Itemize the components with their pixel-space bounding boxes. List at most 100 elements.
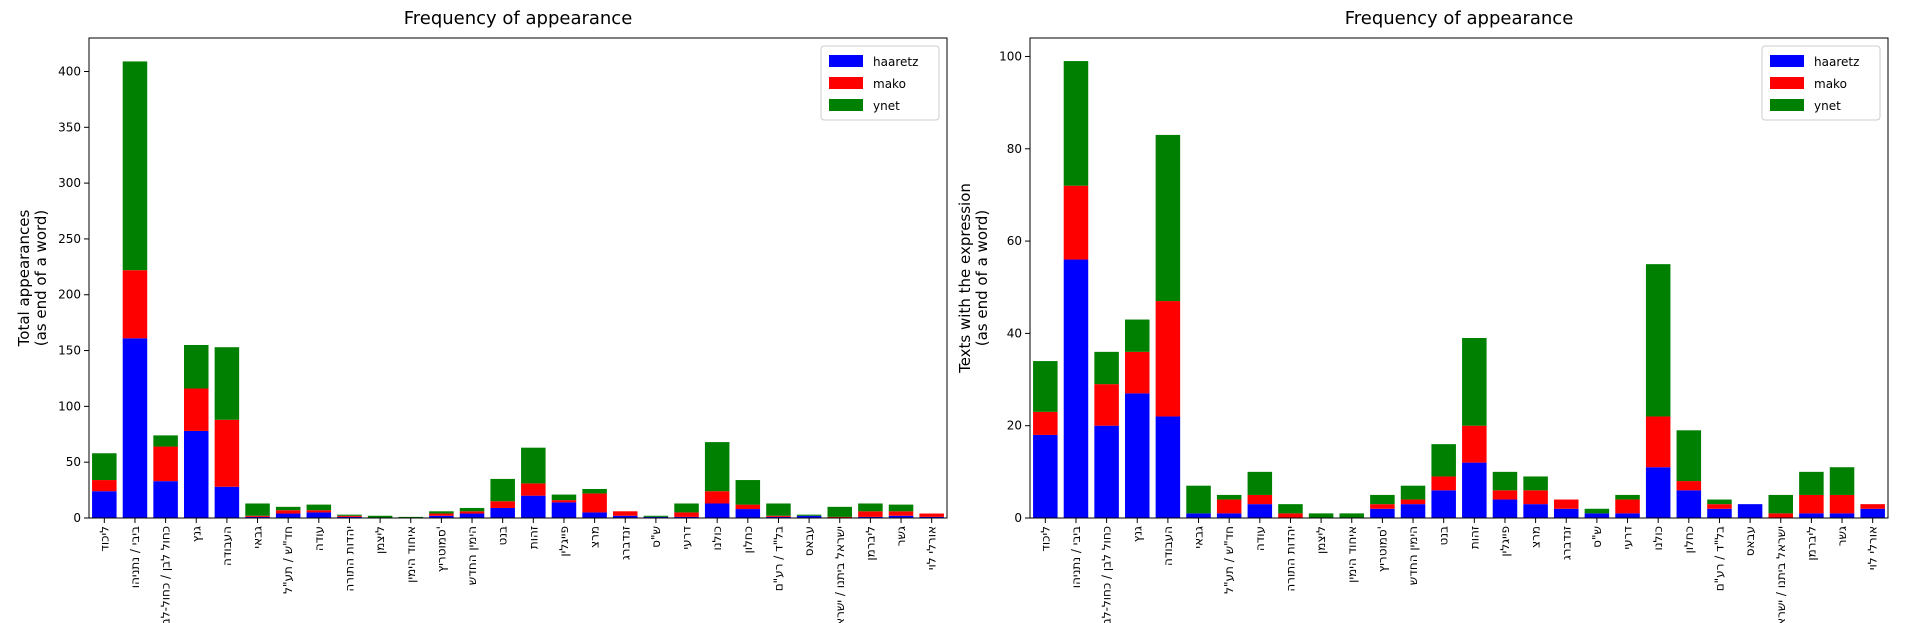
x-tick-label: בנט: [496, 526, 510, 546]
bar-segment: [1799, 513, 1824, 518]
bar-segment: [551, 494, 577, 501]
bar-segment: [1400, 485, 1426, 500]
bar-segment: [919, 513, 944, 517]
bar-segment: [490, 507, 515, 518]
bar-segment: [490, 478, 515, 502]
bar-segment: [1155, 416, 1181, 518]
legend-swatch: [829, 77, 863, 89]
bar-segment: [888, 511, 914, 516]
x-tick-label: סמוטריץ': [1375, 526, 1389, 572]
bar-segment: [827, 516, 853, 518]
bar-segment: [1247, 504, 1273, 518]
y-axis-label: Texts with the expression(as end of a wo…: [956, 183, 991, 374]
bar-segment: [1063, 61, 1089, 186]
bar-segment: [337, 516, 362, 518]
x-tick-label: בנט: [1437, 526, 1451, 546]
legend-label: haaretz: [873, 55, 918, 69]
bar-segment: [1676, 430, 1702, 482]
bar-segment: [735, 480, 761, 505]
legend: haaretz mako ynet: [820, 45, 940, 121]
bar-segment: [153, 481, 178, 518]
x-tick-label: חד"ש / תע"ל: [281, 526, 295, 594]
bar-segment: [1523, 504, 1548, 518]
x-tick-label: דרעי: [680, 526, 694, 550]
bar-segment: [1155, 301, 1181, 417]
bar-segment: [1707, 499, 1732, 505]
bar-segment: [459, 511, 485, 514]
y-axis-label: Total appearances(as end of a word): [15, 210, 50, 348]
bar-segment: [1308, 513, 1334, 518]
bar-segment: [1829, 494, 1855, 514]
bar-segment: [306, 504, 332, 511]
x-tick-label: גבאי: [251, 526, 265, 549]
bar-segment: [1676, 481, 1702, 491]
legend-swatch: [1770, 77, 1804, 89]
bar-segment: [1492, 490, 1518, 500]
bar-segment: [674, 503, 699, 513]
y-tick-label: 400: [58, 64, 81, 78]
bar-segment: [1431, 444, 1456, 477]
y-tick-label: 20: [1007, 419, 1022, 433]
plot: Frequency of appearance Total appearances…: [15, 8, 948, 623]
bar-segment: [1186, 485, 1211, 514]
bar-segment: [735, 504, 761, 510]
bar-segment: [306, 512, 332, 518]
x-tick-label: ישראל ביתנו / ישראל-ביתנו: [1774, 526, 1788, 623]
legend-label: haaretz: [1814, 55, 1859, 69]
y-tick-label: 100: [58, 399, 81, 413]
bar-segment: [1462, 338, 1487, 426]
bar-segment: [306, 510, 332, 513]
bar-segment: [858, 516, 883, 518]
bar-segment: [122, 61, 148, 271]
y-tick-label: 150: [58, 344, 81, 358]
bar-segment: [1553, 508, 1579, 518]
bar-segment: [1492, 499, 1518, 518]
y-axis-label-line: (as end of a word): [32, 210, 50, 347]
bar-segment: [1768, 513, 1794, 518]
bar-segment: [459, 507, 485, 512]
x-tick-label: הימין החדש: [1406, 526, 1420, 585]
y-tick-label: 80: [1007, 142, 1022, 156]
bar-segment: [214, 419, 240, 487]
x-tick-label: כולנו: [710, 526, 724, 551]
legend-swatch: [1770, 99, 1804, 111]
bar-segment: [1124, 319, 1150, 352]
x-tick-label: עבאס: [1743, 526, 1757, 556]
bar-segment: [521, 483, 546, 496]
legend-swatch: [829, 99, 863, 111]
bar-segment: [1278, 513, 1303, 518]
x-tick-label: דרעי: [1621, 526, 1635, 550]
x-tick-label: כולנו: [1651, 526, 1665, 551]
x-tick-label: אורלי לוי: [1866, 526, 1880, 570]
bar-segment: [122, 338, 148, 518]
bar-segment: [1370, 508, 1395, 518]
x-tick-label: גשר: [894, 526, 908, 546]
bar-segment: [1645, 416, 1671, 468]
y-tick-label: 350: [58, 120, 81, 134]
bar-segment: [1799, 471, 1824, 495]
y-tick-label: 0: [1014, 511, 1022, 525]
bar-segment: [153, 435, 178, 447]
bar-segment: [704, 491, 730, 504]
bar-segment: [1462, 462, 1487, 518]
bar-segment: [1492, 471, 1518, 491]
x-tick-label: ליברמן: [1804, 526, 1818, 561]
x-tick-label: איחוד הימין: [404, 526, 418, 583]
bar-segment: [1615, 494, 1640, 500]
bar-segment: [1584, 513, 1610, 518]
bar-segment: [735, 509, 761, 518]
bar-segment: [183, 388, 209, 431]
bar-segment: [1553, 499, 1579, 509]
bar-segment: [1339, 513, 1365, 518]
x-tick-label: גנץ: [1130, 526, 1144, 542]
x-tick-label: זנדברג: [1559, 526, 1573, 560]
chart-title: Frequency of appearance: [1345, 8, 1574, 29]
bar-segment: [245, 503, 270, 516]
bar-segment: [1033, 434, 1058, 518]
x-tick-label: מרצ: [588, 526, 602, 548]
bar-segment: [1860, 508, 1885, 518]
x-tick-label: יהדות התורה: [342, 526, 356, 592]
bar-segment: [1462, 425, 1487, 463]
bar-segment: [1829, 513, 1855, 518]
